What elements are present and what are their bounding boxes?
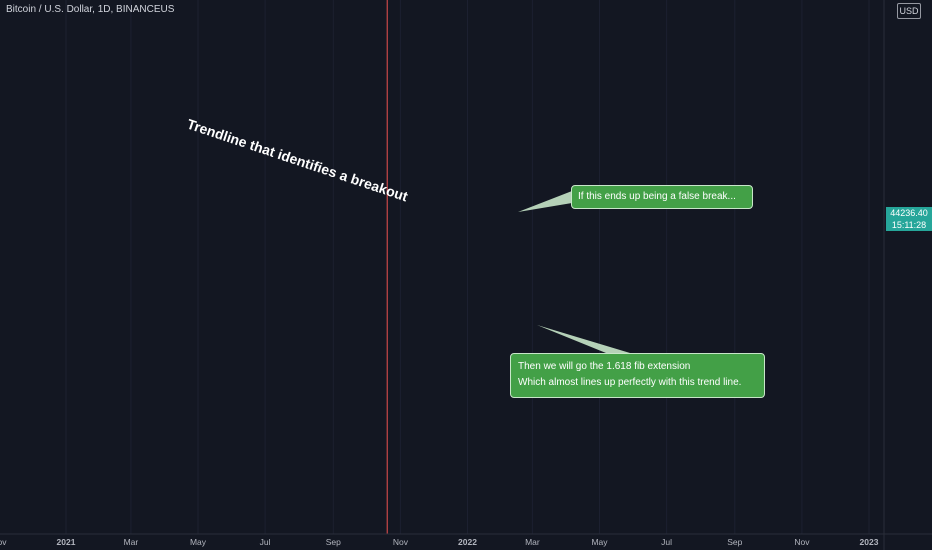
callout-false-break[interactable]: If this ends up being a false break... bbox=[571, 185, 753, 209]
time-tick-label: Jul bbox=[260, 537, 271, 547]
callout-fib-line-1: Then we will go the 1.618 fib extension bbox=[518, 361, 691, 372]
grid-lines bbox=[65, 0, 870, 534]
time-tick-label: May bbox=[190, 537, 207, 547]
time-tick-label: May bbox=[591, 537, 608, 547]
time-tick-label: 2023 bbox=[860, 537, 879, 547]
time-tick-label: Jul bbox=[661, 537, 672, 547]
currency-button[interactable]: USD bbox=[897, 3, 921, 19]
symbol-title: Bitcoin / U.S. Dollar, 1D, BINANCEUS bbox=[6, 4, 175, 15]
trendline-label: Trendline that identifies a breakout bbox=[185, 116, 410, 205]
annotation-arrows[interactable] bbox=[513, 0, 630, 353]
callout-pointer-false-break bbox=[518, 191, 572, 212]
time-tick-label: 2022 bbox=[458, 537, 477, 547]
time-tick-label: Nov bbox=[794, 537, 810, 547]
time-tick-label: Nov bbox=[0, 537, 7, 547]
bar-countdown: 15:11:28 bbox=[891, 220, 927, 230]
current-price-badge: 44236.40 15:11:28 bbox=[886, 207, 932, 231]
time-tick-label: Sep bbox=[727, 537, 742, 547]
time-tick-label: Mar bbox=[124, 537, 139, 547]
callout-pointer-fib bbox=[537, 325, 630, 353]
callout-fib-extension[interactable]: Then we will go the 1.618 fib extension … bbox=[510, 353, 765, 398]
time-tick-label: Mar bbox=[525, 537, 540, 547]
callout-fib-line-2: Which almost lines up perfectly with thi… bbox=[518, 377, 742, 388]
current-price-value: 44236.40 bbox=[890, 208, 928, 218]
time-tick-label: Sep bbox=[326, 537, 341, 547]
time-tick-label: Nov bbox=[393, 537, 409, 547]
time-tick-label: 2021 bbox=[57, 537, 76, 547]
